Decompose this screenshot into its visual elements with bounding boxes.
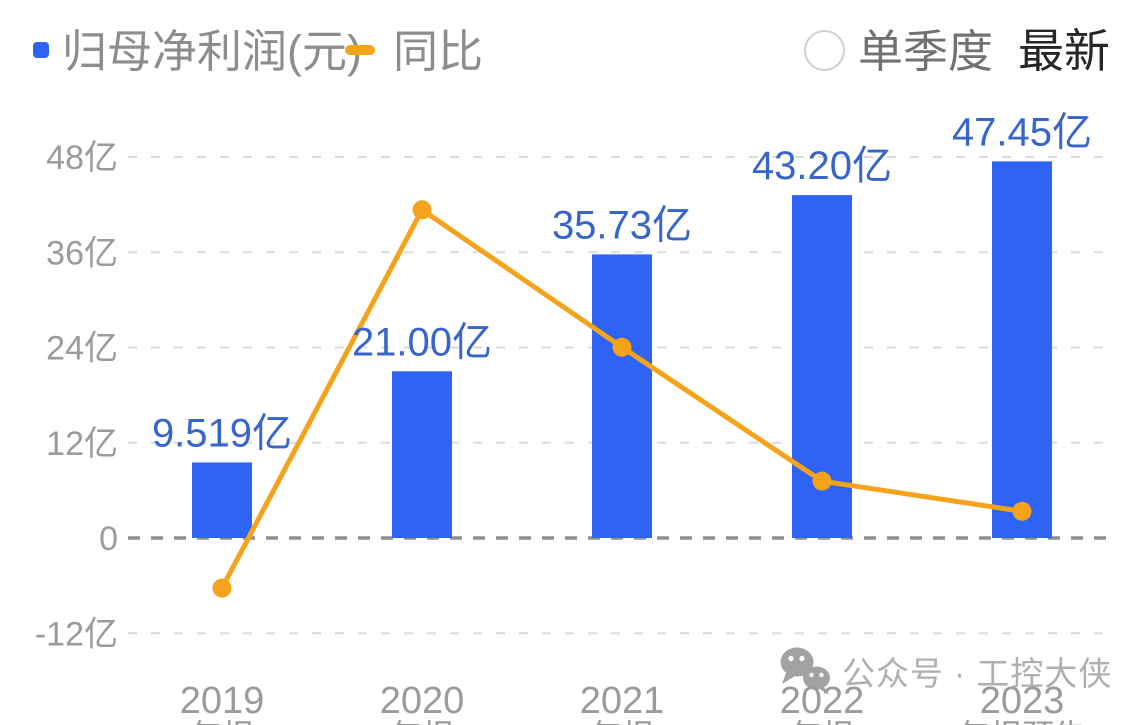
legend-line-label: 同比 [393,26,484,77]
watermark: 公众号 · 工控大侠 [779,646,1112,696]
yoy-point-2019[interactable] [212,578,232,598]
bar-value-label-2019: 9.519亿 [152,411,292,455]
yoy-point-2020[interactable] [412,200,432,220]
y-tick-label: 36亿 [46,234,118,272]
bar-2020[interactable] [392,371,452,538]
x-tick-sub-label-2023: 年报预告 [958,718,1086,725]
y-tick-label: 24亿 [46,330,118,368]
bar-series-swatch [33,42,49,58]
x-tick-sub-label-2021: 年报 [590,718,654,725]
y-tick-label: 0 [99,520,118,558]
x-tick-label-2021: 2021 [580,680,665,722]
x-tick-label-2023: 2023 [980,680,1065,722]
single-quarter-label[interactable]: 单季度 [858,26,994,77]
x-tick-label-2020: 2020 [380,680,465,722]
wechat-icon [780,647,830,695]
x-tick-sub-label-2022: 年报 [790,718,854,725]
bar-2019[interactable] [192,462,252,538]
yoy-point-2023[interactable] [1012,501,1032,521]
y-tick-label: -12亿 [35,615,118,653]
y-tick-label: 48亿 [46,139,118,177]
x-tick-sub-label-2019: 年报 [190,718,254,725]
bar-value-label-2022: 43.20亿 [752,144,892,188]
x-tick-label-2019: 2019 [180,680,265,722]
line-series-swatch [345,45,375,55]
yoy-point-2022[interactable] [812,471,832,491]
latest-button[interactable]: 最新 [1018,25,1110,77]
yoy-point-2021[interactable] [612,337,632,357]
x-tick-sub-label-2020: 年报 [390,718,454,725]
bar-value-label-2023: 47.45亿 [952,110,1092,154]
single-quarter-radio[interactable] [804,30,845,71]
bar-value-label-2020: 21.00亿 [352,320,492,364]
bar-value-label-2021: 35.73亿 [552,203,692,247]
watermark-text: 公众号 · 工控大侠 [842,655,1113,692]
legend-bar-label: 归母净利润(元) [62,26,362,77]
bar-2023[interactable] [992,161,1052,538]
bar-2021[interactable] [592,254,652,538]
y-tick-label: 12亿 [46,425,118,463]
